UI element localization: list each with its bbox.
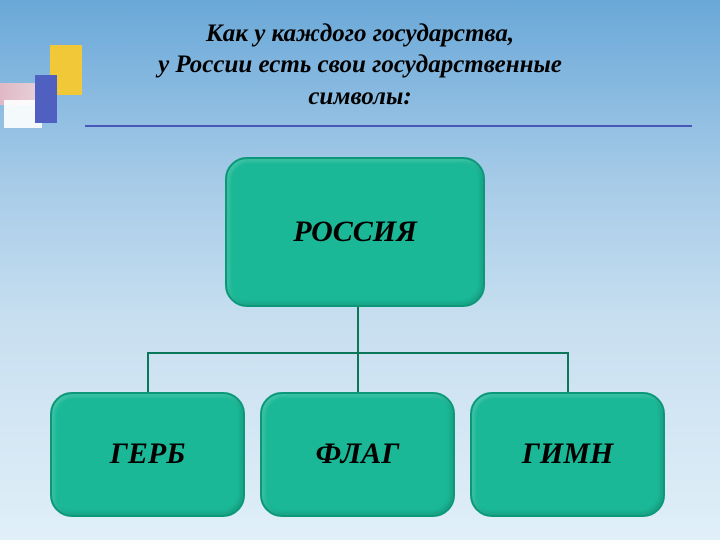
connector-root-down xyxy=(357,307,359,352)
title-line-3: символы: xyxy=(80,81,640,112)
corner-decoration xyxy=(0,45,90,120)
title-line-1: Как у каждого государства, xyxy=(80,18,640,49)
child-label-2: ГИМН xyxy=(522,437,613,471)
root-node: РОССИЯ xyxy=(225,157,485,307)
child-node-gimn: ГИМН xyxy=(470,392,665,517)
deco-blue-block xyxy=(35,75,57,123)
title-line-2: у России есть свои государственные xyxy=(80,49,640,80)
child-node-gerb: ГЕРБ xyxy=(50,392,245,517)
connector-child-2 xyxy=(357,352,359,392)
child-label-1: ФЛАГ xyxy=(316,437,400,471)
page-title: Как у каждого государства, у России есть… xyxy=(0,0,720,120)
org-diagram: РОССИЯ ГЕРБ ФЛАГ ГИМН xyxy=(0,147,720,527)
root-label: РОССИЯ xyxy=(293,215,417,249)
child-node-flag: ФЛАГ xyxy=(260,392,455,517)
connector-child-1 xyxy=(147,352,149,392)
connector-child-3 xyxy=(567,352,569,392)
title-divider xyxy=(85,125,692,127)
child-label-0: ГЕРБ xyxy=(110,437,186,471)
